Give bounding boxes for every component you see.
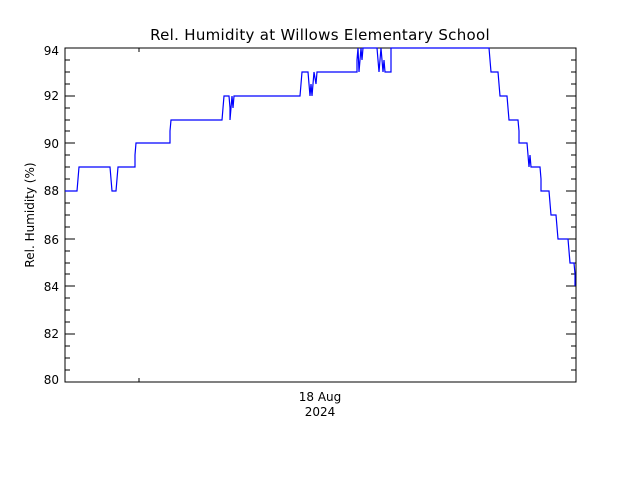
x-tick-label-year: 2024 (304, 405, 336, 419)
y-tick-label: 94 (43, 44, 59, 58)
y-tick-label: 80 (43, 373, 59, 387)
x-tick-label-date: 18 Aug (298, 390, 342, 404)
chart-title: Rel. Humidity at Willows Elementary Scho… (150, 26, 490, 44)
y-tick-label: 86 (43, 233, 59, 247)
y-tick-label: 88 (43, 184, 59, 198)
y-tick-label: 82 (43, 327, 59, 341)
axes-frame (64, 47, 577, 383)
y-tick-label: 84 (43, 280, 59, 294)
y-tick-label: 90 (43, 137, 59, 151)
y-ticks (65, 47, 576, 371)
humidity-line (65, 47, 576, 286)
y-tick-label: 92 (43, 89, 59, 103)
